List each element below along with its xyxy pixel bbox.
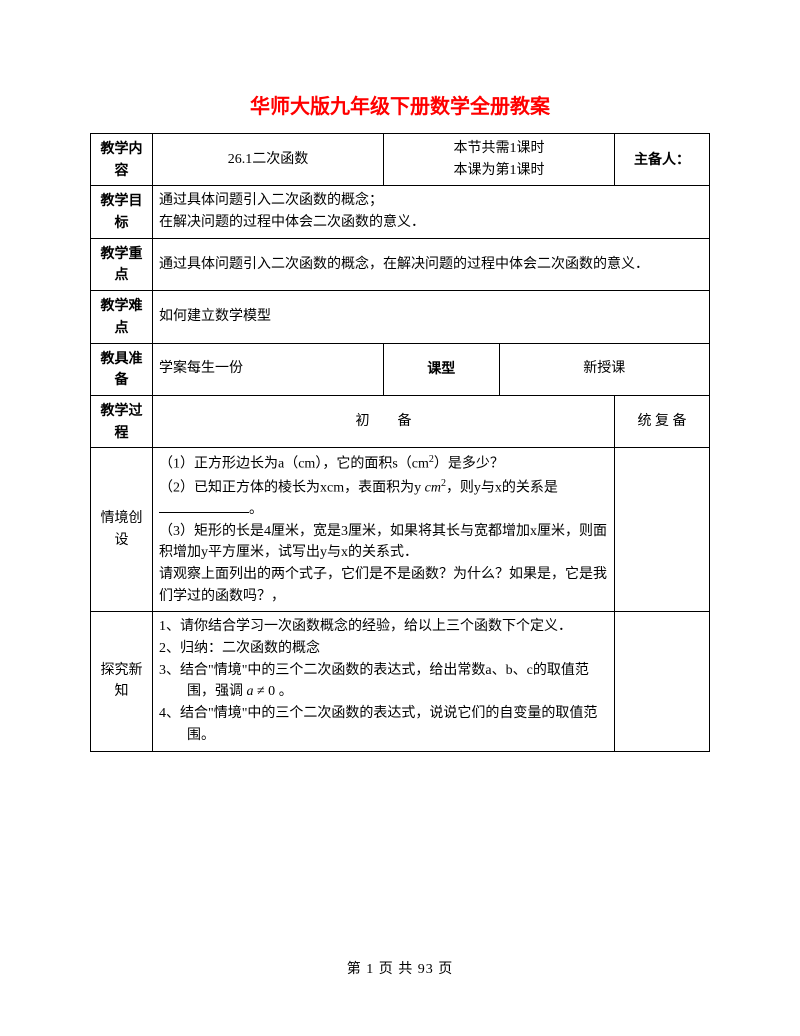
explore-l3: 3、结合"情境"中的三个二次函数的表达式，给出常数a、b、c的取值范围，强调 a…	[159, 660, 608, 703]
situation-p1: （1）正方形边长为a（cm），它的面积s（cm2）是多少？	[159, 452, 608, 475]
lessons-line1: 本节共需1课时	[390, 138, 608, 160]
table-row: 教学难点 如何建立数学模型	[91, 291, 710, 343]
goal-line1: 通过具体问题引入二次函数的概念；	[159, 190, 703, 212]
explore-l4: 4、结合"情境"中的三个二次函数的表达式，说说它们的自变量的取值范围。	[159, 703, 608, 746]
explore-l1: 1、请你结合学习一次函数概念的经验，给以上三个函数下个定义．	[159, 616, 608, 638]
page-footer: 第 1 页 共 93 页	[0, 958, 800, 978]
table-row: 教学内容 26.1二次函数 本节共需1课时 本课为第1课时 主备人：	[91, 134, 710, 186]
cell-process-label: 教学过程	[91, 395, 153, 447]
cell-goal-label: 教学目标	[91, 186, 153, 238]
table-row: 教学重点 通过具体问题引入二次函数的概念，在解决问题的过程中体会二次函数的意义．	[91, 238, 710, 290]
page-title: 华师大版九年级下册数学全册教案	[90, 90, 710, 119]
cell-explore-body: 1、请你结合学习一次函数概念的经验，给以上三个函数下个定义． 2、归纳：二次函数…	[153, 612, 615, 751]
cell-explore-right	[615, 612, 710, 751]
lesson-table: 教学内容 26.1二次函数 本节共需1课时 本课为第1课时 主备人： 教学目标 …	[90, 133, 710, 752]
table-row: 教学过程 初 备 统 复 备	[91, 395, 710, 447]
cell-process-right: 统 复 备	[615, 395, 710, 447]
situation-p4: 请观察上面列出的两个式子，它们是不是函数？为什么？如果是，它是我们学过的函数吗？…	[159, 564, 608, 607]
lessons-line2: 本课为第1课时	[390, 160, 608, 182]
situation-p3: （3）矩形的长是4厘米，宽是3厘米，如果将其长与宽都增加x厘米，则面积增加y平方…	[159, 521, 608, 564]
cell-process-mid: 初 备	[153, 395, 615, 447]
goal-line2: 在解决问题的过程中体会二次函数的意义．	[159, 212, 703, 234]
cell-difficulty-label: 教学难点	[91, 291, 153, 343]
table-row: 探究新知 1、请你结合学习一次函数概念的经验，给以上三个函数下个定义． 2、归纳…	[91, 612, 710, 751]
cell-classtype-value: 新授课	[499, 343, 710, 395]
explore-l2: 2、归纳：二次函数的概念	[159, 638, 608, 660]
cell-explore-label: 探究新知	[91, 612, 153, 751]
table-row: 情境创设 （1）正方形边长为a（cm），它的面积s（cm2）是多少？ （2）已知…	[91, 448, 710, 612]
table-row: 教学目标 通过具体问题引入二次函数的概念； 在解决问题的过程中体会二次函数的意义…	[91, 186, 710, 238]
situation-p2: （2）已知正方体的棱长为xcm，表面积为y cm2，则y与x的关系是。	[159, 476, 608, 521]
cell-tools-text: 学案每生一份	[153, 343, 384, 395]
cell-situation-body: （1）正方形边长为a（cm），它的面积s（cm2）是多少？ （2）已知正方体的棱…	[153, 448, 615, 612]
cell-tools-label: 教具准备	[91, 343, 153, 395]
cell-focus-label: 教学重点	[91, 238, 153, 290]
cell-situation-right	[615, 448, 710, 612]
cell-lessons: 本节共需1课时 本课为第1课时	[384, 134, 615, 186]
cell-situation-label: 情境创设	[91, 448, 153, 612]
cell-focus-text: 通过具体问题引入二次函数的概念，在解决问题的过程中体会二次函数的意义．	[153, 238, 710, 290]
cell-content-label: 教学内容	[91, 134, 153, 186]
cell-content-value: 26.1二次函数	[153, 134, 384, 186]
table-row: 教具准备 学案每生一份 课型 新授课	[91, 343, 710, 395]
cell-difficulty-text: 如何建立数学模型	[153, 291, 710, 343]
cell-classtype-label: 课型	[384, 343, 500, 395]
cell-author-label: 主备人：	[615, 134, 710, 186]
cell-goal-text: 通过具体问题引入二次函数的概念； 在解决问题的过程中体会二次函数的意义．	[153, 186, 710, 238]
